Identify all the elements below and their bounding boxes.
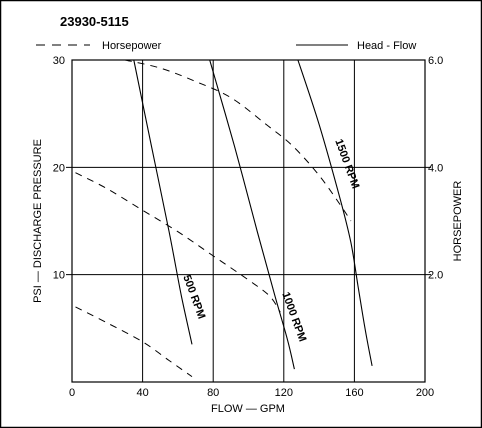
- horsepower-curve-4: [75, 172, 281, 313]
- x-tick-label: 80: [207, 387, 219, 399]
- y-left-axis-ticks: 10 20 30: [53, 55, 65, 282]
- y-right-tick-label: 4.0: [428, 162, 443, 174]
- y-left-tick-label: 30: [53, 55, 65, 67]
- y-left-axis-label: PSI — DISCHARGE PRESSURE: [32, 139, 44, 303]
- x-tick-label: 40: [136, 387, 148, 399]
- chart-title: 23930-5115: [60, 14, 129, 29]
- x-tick-label: 160: [345, 387, 363, 399]
- horsepower-curve-5: [124, 59, 352, 222]
- head-flow-curve-0: [133, 59, 193, 345]
- y-right-tick-label: 6.0: [428, 55, 443, 67]
- horsepower-curves: [75, 59, 352, 378]
- y-right-axis-ticks: 2.0 4.0 6.0: [428, 55, 443, 282]
- head-flow-curves: [133, 59, 373, 370]
- plot-frame: [71, 59, 426, 383]
- x-tick-label: 0: [69, 387, 75, 399]
- head-flow-curve-1: [209, 59, 295, 370]
- x-tick-label: 120: [275, 387, 293, 399]
- plot-area: [66, 59, 431, 383]
- horsepower-curve-3: [75, 306, 193, 378]
- y-left-tick-label: 10: [53, 270, 65, 282]
- x-tick-label: 200: [416, 387, 434, 399]
- y-right-axis-label: HORSEPOWER: [452, 181, 464, 262]
- y-left-tick-label: 20: [53, 162, 65, 174]
- x-axis-label: FLOW — GPM: [211, 403, 285, 415]
- legend-head-flow-label: Head - Flow: [357, 40, 416, 52]
- y-right-tick-label: 2.0: [428, 270, 443, 282]
- head-flow-curve-2: [297, 59, 373, 367]
- x-axis-ticks: 0 40 80 120 160 200: [69, 387, 434, 399]
- legend-horsepower-label: Horsepower: [102, 40, 162, 52]
